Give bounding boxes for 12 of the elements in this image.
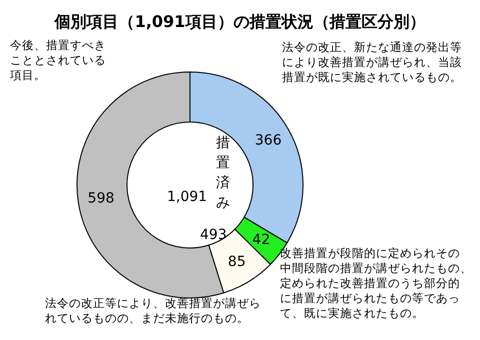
data-label: 42 — [252, 232, 270, 248]
text: 1,091 — [167, 189, 208, 205]
text: 法令の改正等により、改善措置が講ぜられているものの、まだ未施行のもの。 — [45, 296, 261, 325]
text: 法令の改正、新たな通達の発出等により改善措置が講ぜられ、当該措置が既に実施されているもの。 — [282, 40, 462, 84]
data-label: 598 — [88, 190, 114, 207]
chart-title: 個別項目（1,091項目）の措置状況（措置区分別） — [54, 12, 426, 31]
text: 改善措置が段階的に定められその中間段階の措置が講ぜられたもの、定められた改善措置のうち部分的に措置が講ぜられたもの等であって、既に実施されたもの。 — [280, 246, 472, 320]
data-label: 85 — [228, 254, 246, 270]
text: 493 — [200, 227, 227, 243]
data-label: 366 — [254, 132, 282, 149]
text: 今後、措置すべきこととされている項目。 — [9, 38, 106, 82]
text: 措置済み — [216, 135, 230, 211]
